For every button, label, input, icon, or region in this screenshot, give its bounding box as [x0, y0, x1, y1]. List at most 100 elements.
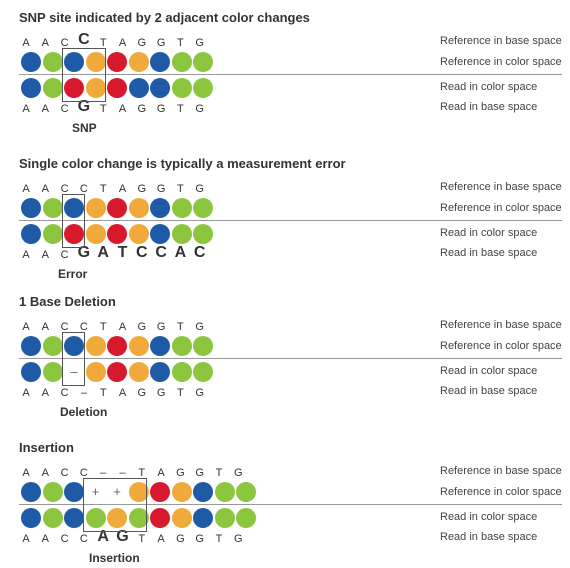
read-base: G [195, 103, 204, 115]
ref-base: A [22, 467, 30, 479]
ref-base: A [22, 321, 30, 333]
ref-base: T [215, 467, 223, 479]
read-color-circle [85, 362, 106, 382]
read-base: G [77, 244, 91, 261]
section-title: Single color change is typically a measu… [19, 156, 346, 171]
read-base: C [60, 387, 69, 399]
read-base: G [156, 103, 166, 115]
read-base: T [99, 103, 107, 115]
row-label-read-color: Read in color space [440, 511, 538, 523]
ref-base: T [99, 321, 107, 333]
row-label-read-color: Read in color space [440, 81, 538, 93]
ref-base: – [100, 467, 107, 479]
read-color-circle [236, 508, 256, 528]
read-color-circle [85, 224, 106, 244]
read-color-circle [21, 508, 41, 528]
ref-color-circle [107, 52, 127, 72]
section-title: SNP site indicated by 2 adjacent color c… [19, 10, 310, 25]
ref-color-circle [150, 336, 170, 356]
ref-base: G [234, 467, 243, 479]
ref-color-circle [150, 52, 170, 72]
read-color-circle [107, 224, 127, 244]
read-color-circle [21, 78, 41, 98]
read-base: G [195, 387, 204, 399]
read-base: G [137, 103, 147, 115]
row-label-read-base: Read in base space [440, 101, 538, 113]
snp-highlight-box [62, 48, 106, 102]
read-color-circle [42, 508, 63, 528]
ref-base: G [195, 183, 204, 195]
read-base: G [77, 98, 91, 115]
annotation-label: Insertion [89, 551, 140, 565]
ref-color-circle [85, 52, 106, 72]
read-base: T [138, 533, 146, 545]
ref-base: T [177, 37, 184, 49]
ref-color-circle [236, 482, 256, 502]
ref-base: A [118, 321, 127, 333]
read-base: T [177, 387, 184, 399]
read-base: T [117, 244, 128, 261]
read-base: T [177, 103, 184, 115]
ref-color-circle [64, 482, 84, 502]
read-color-circle [150, 362, 170, 382]
ref-color-circle [193, 482, 213, 502]
ref-base: T [177, 183, 184, 195]
annotation-label: Error [58, 267, 88, 281]
read-color-circle [150, 78, 170, 98]
ref-base: C [60, 37, 69, 49]
read-base: – [80, 387, 87, 399]
read-color-circle [193, 78, 213, 98]
ref-color-circle [193, 336, 213, 356]
ref-base: A [22, 183, 30, 195]
deletion-dash-symbol: – [70, 364, 78, 379]
read-color-circle [171, 78, 192, 98]
read-color-circle [128, 78, 149, 98]
read-color-circle [128, 508, 149, 528]
ref-color-circle [42, 336, 63, 356]
row-label-read-color: Read in color space [440, 227, 538, 239]
highlight-box [62, 332, 85, 386]
read-color-circle [193, 224, 213, 244]
section-title: 1 Base Deletion [19, 294, 116, 309]
divider-line [19, 504, 562, 505]
read-base: A [22, 387, 30, 399]
read-base: C [60, 533, 69, 545]
read-base: A [157, 533, 165, 545]
read-color-circle [21, 224, 41, 244]
ref-base: A [41, 37, 49, 49]
ref-base: G [137, 37, 147, 49]
ref-color-circle [193, 52, 213, 72]
read-color-circle [214, 508, 235, 528]
read-base: C [60, 103, 69, 115]
ref-base: C [79, 321, 88, 333]
ref-color-circle [128, 198, 149, 218]
row-label-ref-base: Reference in base space [440, 181, 562, 193]
ref-base: G [156, 183, 166, 195]
ref-color-circle [171, 482, 192, 502]
divider-line [19, 220, 562, 221]
ref-color-circle [42, 198, 63, 218]
divider-line [19, 358, 562, 359]
read-base: A [41, 249, 49, 261]
insertion-highlight-box [83, 478, 147, 532]
ref-color-circle [171, 336, 192, 356]
insertion-plus-symbol: + [113, 484, 121, 499]
read-color-circle [107, 362, 127, 382]
read-base: A [41, 387, 49, 399]
ref-color-circle [42, 52, 63, 72]
section-title: Insertion [19, 440, 74, 455]
read-color-circle [128, 224, 149, 244]
read-color-circle [107, 508, 127, 528]
ref-color-circle [171, 52, 192, 72]
row-label-read-color: Read in color space [440, 365, 538, 377]
read-base: G [156, 387, 166, 399]
ref-color-circle [128, 482, 149, 502]
read-color-circle [85, 508, 106, 528]
read-base: T [99, 387, 107, 399]
ref-base: T [177, 321, 184, 333]
ref-color-circle [107, 336, 127, 356]
read-base: T [215, 533, 223, 545]
row-label-read-base: Read in base space [440, 385, 538, 397]
ref-base: G [156, 37, 166, 49]
ref-base: C [79, 467, 88, 479]
